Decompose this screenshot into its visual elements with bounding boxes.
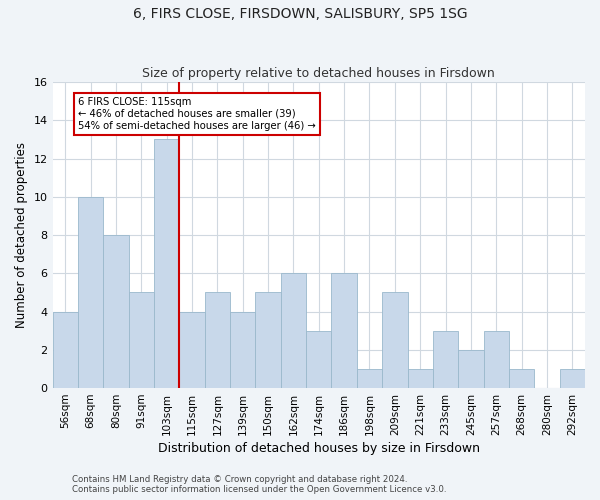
Bar [281, 274, 306, 388]
Bar [407, 369, 433, 388]
Text: 6 FIRS CLOSE: 115sqm
← 46% of detached houses are smaller (39)
54% of semi-detac: 6 FIRS CLOSE: 115sqm ← 46% of detached h… [78, 98, 316, 130]
Bar [458, 350, 484, 388]
X-axis label: Distribution of detached houses by size in Firsdown: Distribution of detached houses by size … [158, 442, 480, 455]
Bar [205, 292, 230, 388]
Bar [256, 292, 281, 388]
Bar [128, 292, 154, 388]
Bar [78, 197, 103, 388]
Y-axis label: Number of detached properties: Number of detached properties [15, 142, 28, 328]
Bar [230, 312, 256, 388]
Bar [357, 369, 382, 388]
Text: Contains HM Land Registry data © Crown copyright and database right 2024.
Contai: Contains HM Land Registry data © Crown c… [72, 474, 446, 494]
Bar [509, 369, 534, 388]
Bar [331, 274, 357, 388]
Text: 6, FIRS CLOSE, FIRSDOWN, SALISBURY, SP5 1SG: 6, FIRS CLOSE, FIRSDOWN, SALISBURY, SP5 … [133, 8, 467, 22]
Bar [103, 235, 128, 388]
Bar [53, 312, 78, 388]
Bar [306, 330, 331, 388]
Bar [154, 140, 179, 388]
Bar [433, 330, 458, 388]
Bar [560, 369, 585, 388]
Bar [179, 312, 205, 388]
Bar [382, 292, 407, 388]
Title: Size of property relative to detached houses in Firsdown: Size of property relative to detached ho… [142, 66, 495, 80]
Bar [484, 330, 509, 388]
